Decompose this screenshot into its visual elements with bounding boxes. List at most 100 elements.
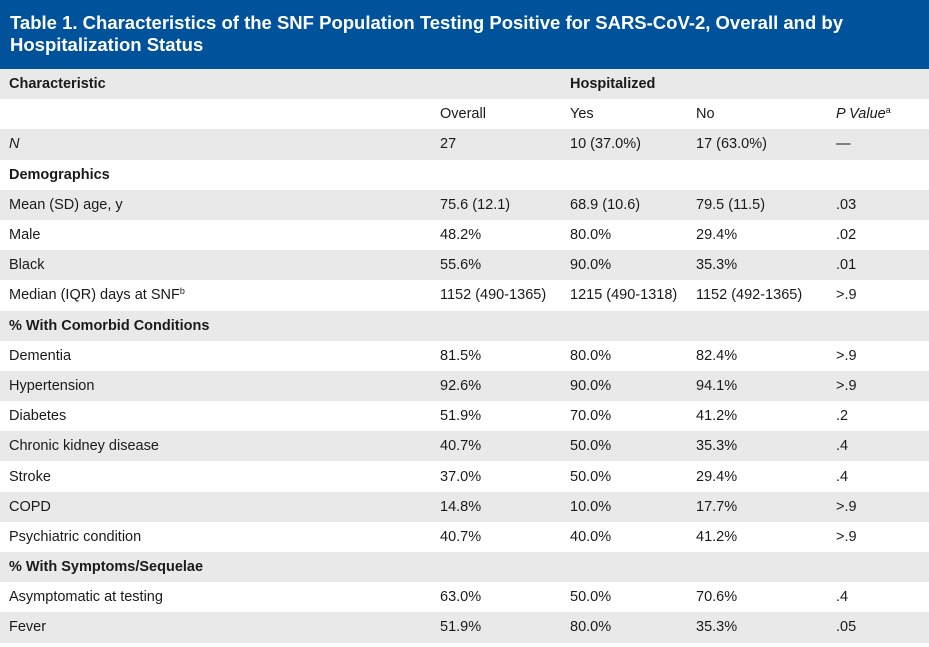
cell-p-value: [826, 310, 929, 341]
table-row: % With Comorbid Conditions: [0, 310, 929, 341]
cell-no: [686, 160, 826, 190]
table-row: % With Symptoms/Sequelae: [0, 552, 929, 583]
cell-p-value: >.9: [836, 528, 857, 545]
row-label-text: Stroke: [9, 468, 51, 485]
cell-yes: 50.0%: [559, 431, 686, 462]
footnote-a-marker: a: [885, 105, 891, 116]
table-row: Dementia 81.5% 80.0% 82.4% >.9: [0, 341, 929, 371]
cell-yes: 80.0%: [559, 612, 686, 643]
cell-p-value: .4: [836, 468, 849, 485]
cell-overall: 27: [430, 129, 559, 160]
row-label-text: Demographics: [9, 166, 110, 183]
table-title: Table 1. Characteristics of the SNF Popu…: [0, 0, 929, 69]
cell-no: 29.4%: [696, 227, 738, 244]
cell-no: 35.3%: [686, 612, 826, 643]
header-row-2: Overall Yes No P Valuea: [0, 99, 929, 129]
cell-yes: 50.0%: [570, 468, 612, 485]
table-row: Psychiatric condition 40.7% 40.0% 41.2% >.9: [0, 522, 929, 552]
cell-overall: 55.6%: [430, 250, 559, 281]
cell-yes: [559, 160, 686, 190]
cell-yes: 80.0%: [570, 227, 612, 244]
cell-overall: 51.9%: [440, 408, 482, 425]
row-label-text: Mean (SD) age, y: [9, 196, 123, 213]
cell-no: 1152 (492-1365): [696, 287, 803, 304]
cell-yes: 40.0%: [570, 528, 612, 545]
footnote-b-marker: b: [179, 286, 185, 297]
cell-overall: [430, 310, 559, 341]
header-no: No: [696, 106, 715, 123]
cell-overall: 51.9%: [430, 612, 559, 643]
header-overall: Overall: [440, 106, 486, 123]
cell-no: 79.5 (11.5): [686, 189, 826, 220]
row-label: Male: [0, 220, 430, 250]
row-label-text: Median (IQR) days at SNF: [9, 287, 180, 304]
cell-no: 41.2%: [696, 528, 738, 545]
row-label-text: Chronic kidney disease: [9, 438, 159, 455]
cell-no: 94.1%: [686, 370, 826, 402]
cell-no: 17 (63.0%): [686, 129, 826, 160]
header-characteristic: Characteristic: [0, 69, 430, 100]
cell-yes: 10.0%: [559, 491, 686, 522]
cell-p-value: —: [826, 129, 929, 160]
header-p-value-label: P Value: [836, 106, 886, 123]
cell-overall: 40.7%: [430, 431, 559, 462]
table-row: Mean (SD) age, y 75.6 (12.1) 68.9 (10.6) 79…: [0, 189, 929, 220]
row-label: Stroke: [0, 461, 430, 491]
table-row: Fever 51.9% 80.0% 35.3% .05: [0, 612, 929, 643]
cell-overall: 75.6 (12.1): [430, 189, 559, 220]
table-body: N 27 10 (37.0%) 17 (63.0%) — Demographics Mean…: [0, 129, 929, 643]
section-heading: Demographics: [0, 160, 430, 190]
cell-no: [686, 310, 826, 341]
cell-no: 35.3%: [686, 250, 826, 281]
row-label: Black: [0, 250, 430, 281]
cell-p-value: >.9: [826, 370, 929, 402]
row-label: Mean (SD) age, y: [0, 189, 430, 220]
table-row: Hypertension 92.6% 90.0% 94.1% >.9: [0, 370, 929, 402]
table-row: Asymptomatic at testing 63.0% 50.0% 70.6% .4: [0, 582, 929, 612]
cell-p-value: .4: [826, 431, 929, 462]
cell-overall: 37.0%: [440, 468, 482, 485]
cell-overall: [430, 552, 559, 583]
cell-yes: 70.0%: [570, 408, 612, 425]
cell-yes: 1215 (490-1318): [570, 287, 678, 304]
cell-yes: [559, 310, 686, 341]
cell-p-value: .03: [826, 189, 929, 220]
row-label-text: Psychiatric condition: [9, 528, 142, 545]
cell-p-value: >.9: [836, 287, 857, 304]
row-label-text: Fever: [9, 619, 47, 636]
cell-p-value: .05: [826, 612, 929, 643]
section-heading: % With Comorbid Conditions: [0, 310, 430, 341]
table-row: Median (IQR) days at SNFb 1152 (490-1365)…: [0, 280, 929, 310]
cell-yes: 10 (37.0%): [559, 129, 686, 160]
row-label: Fever: [0, 612, 430, 643]
characteristics-table: Characteristic Hospitalized Overall Yes …: [0, 69, 929, 643]
row-label: Asymptomatic at testing: [0, 582, 430, 612]
header-hospitalized: Hospitalized: [559, 69, 686, 100]
cell-overall: 1152 (490-1365): [440, 287, 547, 304]
cell-yes: 90.0%: [559, 370, 686, 402]
cell-yes: 50.0%: [570, 589, 612, 606]
cell-overall: 48.2%: [440, 227, 482, 244]
row-label-text: COPD: [9, 498, 51, 515]
table-row: Black 55.6% 90.0% 35.3% .01: [0, 250, 929, 281]
cell-p-value: >.9: [836, 347, 857, 364]
cell-p-value: .4: [836, 589, 849, 606]
cell-overall: 92.6%: [430, 370, 559, 402]
cell-no: [686, 552, 826, 583]
cell-p-value: >.9: [826, 491, 929, 522]
table-row: COPD 14.8% 10.0% 17.7% >.9: [0, 491, 929, 522]
row-label-text: Dementia: [9, 347, 72, 364]
cell-p-value: [826, 552, 929, 583]
cell-no: 17.7%: [686, 491, 826, 522]
table-row: Demographics: [0, 160, 929, 190]
cell-no: 29.4%: [696, 468, 738, 485]
cell-no: 35.3%: [686, 431, 826, 462]
row-label: COPD: [0, 491, 430, 522]
cell-p-value: [826, 160, 929, 190]
row-label: Hypertension: [0, 370, 430, 402]
table-row: N 27 10 (37.0%) 17 (63.0%) —: [0, 129, 929, 160]
table-row: Diabetes 51.9% 70.0% 41.2% .2: [0, 401, 929, 431]
row-label: Psychiatric condition: [0, 522, 430, 552]
table-row: Chronic kidney disease 40.7% 50.0% 35.3% .4: [0, 431, 929, 462]
cell-yes: 68.9 (10.6): [559, 189, 686, 220]
